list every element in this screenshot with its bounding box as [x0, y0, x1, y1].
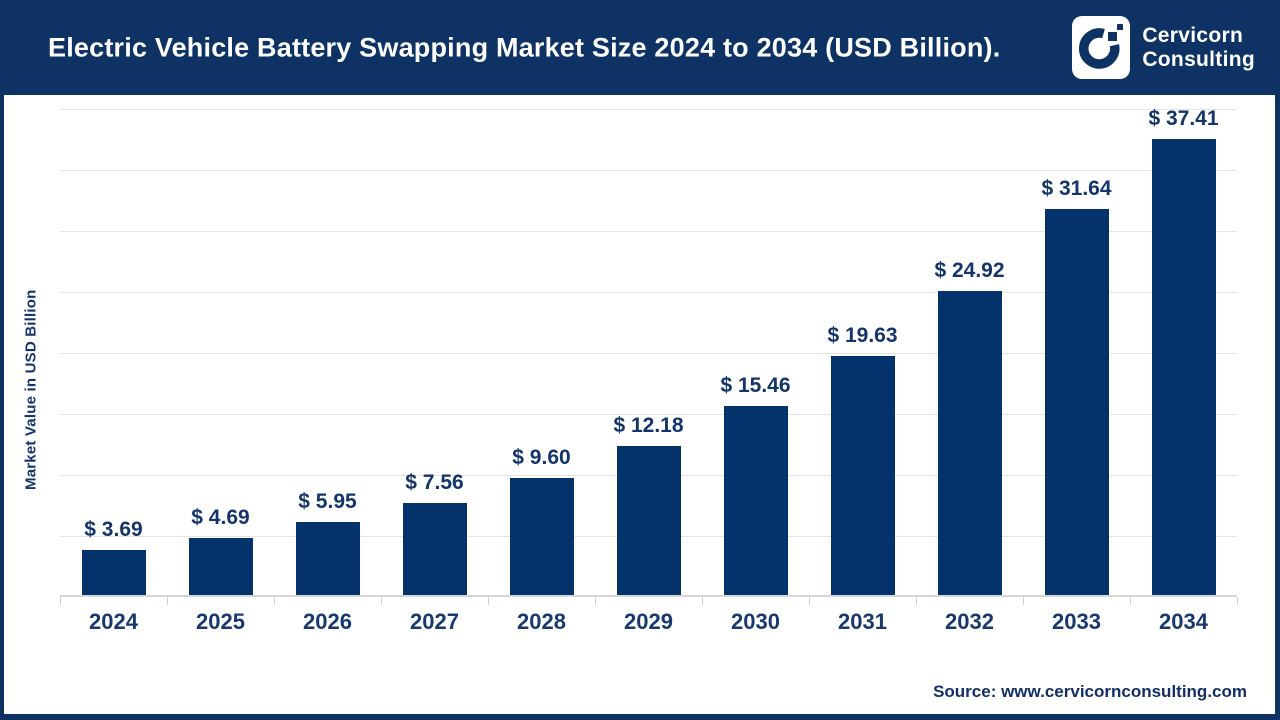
- x-axis-label: 2025: [196, 609, 245, 634]
- gridline: [60, 414, 1237, 415]
- x-axis-tick: [274, 597, 275, 605]
- bar: [1044, 209, 1109, 595]
- cervicorn-logo-icon: [1072, 16, 1131, 79]
- x-axis-tick: [595, 597, 596, 605]
- bar-value-label: $ 4.69: [191, 505, 250, 529]
- bar-group: $ 12.18: [595, 95, 702, 595]
- bar-value-label: $ 15.46: [720, 374, 791, 398]
- bar: [295, 522, 360, 595]
- brand-name-line2: Consulting: [1142, 47, 1255, 71]
- x-axis-tick: [381, 597, 382, 605]
- chart-title: Electric Vehicle Battery Swapping Market…: [48, 32, 1001, 62]
- bar-value-label: $ 3.69: [84, 518, 143, 541]
- x-axis-label: 2033: [1052, 609, 1101, 634]
- bar-group: $ 4.69: [167, 95, 274, 595]
- bar: [616, 446, 681, 595]
- bar-group: $ 24.92: [916, 95, 1023, 595]
- bar: [188, 537, 253, 595]
- x-axis-tick: [488, 597, 489, 605]
- header-band: Electric Vehicle Battery Swapping Market…: [0, 0, 1280, 95]
- x-axis-label: 2026: [303, 609, 352, 634]
- gridline: [60, 231, 1237, 232]
- x-axis-label: 2030: [731, 609, 780, 634]
- x-axis-tick: [1023, 597, 1024, 605]
- bar-value-label: $ 37.41: [1148, 106, 1219, 130]
- x-axis-tick: [60, 597, 61, 605]
- bars-row: $ 3.69 $ 4.69 $ 5.95 $ 7.56 $ 9.60 $ 12.18 $ 1…: [60, 95, 1237, 595]
- x-axis-label: 2032: [945, 609, 994, 634]
- bar-group: $ 31.64: [1023, 95, 1130, 595]
- x-axis-label: 2024: [89, 609, 138, 634]
- brand-name-line1: Cervicorn: [1142, 23, 1244, 47]
- bar-group: $ 19.63: [809, 95, 916, 595]
- source-note: Source: www.cervicornconsulting.com: [933, 682, 1247, 701]
- bar-group: $ 9.60: [488, 95, 595, 595]
- plot-area: $ 3.69 $ 4.69 $ 5.95 $ 7.56 $ 9.60 $ 12.18 $ 1…: [60, 95, 1238, 605]
- x-axis-tick: [702, 597, 703, 605]
- bar: [81, 550, 146, 595]
- bar-value-label: $ 19.63: [827, 323, 898, 347]
- x-axis-tick: [1237, 597, 1238, 605]
- gridline: [60, 353, 1237, 354]
- brand-logo: Cervicorn Consulting: [1072, 16, 1255, 79]
- bar-group: $ 15.46: [702, 95, 809, 595]
- x-axis-tick: [1130, 597, 1131, 605]
- bar-group: $ 3.69: [60, 95, 167, 595]
- x-axis-label: 2027: [410, 609, 459, 634]
- bar-value-label: $ 12.18: [613, 414, 684, 438]
- x-axis-label: 2034: [1159, 609, 1208, 634]
- bar-value-label: $ 31.64: [1041, 177, 1112, 200]
- bar: [723, 406, 788, 595]
- bar: [509, 477, 574, 595]
- brand-name: Cervicorn Consulting: [1142, 24, 1255, 71]
- bar: [830, 355, 895, 595]
- bar-group: $ 7.56: [381, 95, 488, 595]
- gridline: [60, 292, 1237, 293]
- x-axis-labels: 2024 2025 2026 2027 2028 2029 2030 2031 2032 2033…: [60, 609, 1237, 635]
- bar-value-label: $ 5.95: [298, 490, 357, 514]
- y-axis-title: Market Value in USD Billion: [22, 289, 40, 491]
- x-axis-tick: [809, 597, 810, 605]
- chart-area: Market Value in USD Billion $ 3.69 $ 4.69…: [4, 95, 1275, 714]
- x-axis-tick: [167, 597, 168, 605]
- x-axis-label: 2031: [838, 609, 887, 634]
- x-axis-label: 2028: [517, 609, 566, 634]
- bar: [402, 502, 467, 595]
- bar: [1151, 138, 1216, 595]
- bar: [937, 291, 1002, 595]
- gridline: [60, 170, 1237, 171]
- bar-value-label: $ 24.92: [934, 259, 1005, 282]
- x-axis-tick: [916, 597, 917, 605]
- bar-group: $ 37.41: [1130, 95, 1237, 595]
- bar-group: $ 5.95: [274, 95, 381, 595]
- bar-value-label: $ 7.56: [405, 470, 464, 494]
- x-axis-label: 2029: [624, 609, 673, 634]
- bar-value-label: $ 9.60: [512, 445, 571, 469]
- gridline: [60, 109, 1237, 110]
